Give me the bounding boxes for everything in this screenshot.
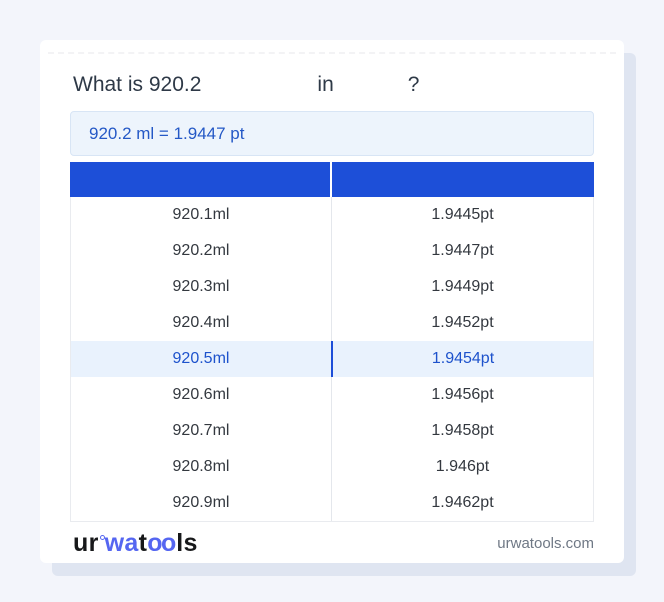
conversion-result-text: 920.2 ml = 1.9447 pt	[89, 123, 245, 143]
to-value-cell[interactable]: 1.9447pt	[431, 242, 494, 259]
to-value-cell[interactable]: 1.9454pt	[431, 350, 495, 367]
table-row[interactable]: 920.1ml 1.9445pt	[71, 197, 593, 233]
from-value-cell[interactable]: 920.9ml	[71, 485, 332, 521]
logo-part-oo: oo	[147, 528, 176, 557]
from-value-cell[interactable]: 920.2ml	[71, 233, 332, 269]
urwatools-logo[interactable]: ur watools	[73, 529, 198, 558]
table-row[interactable]: 920.5ml 1.9454pt	[71, 341, 593, 377]
card-footer: ur watools urwatools.com	[73, 526, 594, 560]
page-title: What is 920.2 in ?	[73, 73, 594, 97]
table-header-to-cell	[332, 162, 594, 197]
logo-ring-icon	[99, 534, 105, 540]
table-body: 920.1ml 1.9445pt 920.2ml 1.9447pt 920.3m…	[70, 197, 594, 522]
table-row[interactable]: 920.6ml 1.9456pt	[71, 377, 593, 413]
table-header	[70, 162, 594, 197]
table-row[interactable]: 920.2ml 1.9447pt	[71, 233, 593, 269]
to-value-cell[interactable]: 1.946pt	[435, 458, 490, 475]
table-row[interactable]: 920.9ml 1.9462pt	[71, 485, 593, 521]
logo-part-ur: ur	[73, 528, 99, 557]
title-connector: in	[317, 73, 334, 96]
to-value-cell[interactable]: 1.9452pt	[431, 314, 494, 331]
top-dashed-divider	[48, 52, 616, 54]
table-row[interactable]: 920.3ml 1.9449pt	[71, 269, 593, 305]
site-url: urwatools.com	[497, 534, 594, 552]
to-value-cell[interactable]: 1.9445pt	[431, 206, 494, 223]
title-question-prefix: What is 920.2	[73, 73, 202, 96]
table-row[interactable]: 920.4ml 1.9452pt	[71, 305, 593, 341]
from-value-cell[interactable]: 920.4ml	[71, 305, 332, 341]
table-header-from-cell	[70, 162, 332, 197]
from-value-cell[interactable]: 920.5ml	[71, 341, 333, 377]
conversion-card: What is 920.2 in ? 920.2 ml = 1.9447 pt …	[40, 40, 624, 563]
to-value-cell[interactable]: 1.9462pt	[431, 494, 494, 511]
to-value-cell[interactable]: 1.9458pt	[431, 422, 494, 439]
logo-part-ls: ls	[176, 528, 198, 557]
title-question-mark: ?	[407, 73, 420, 96]
conversion-result-box: 920.2 ml = 1.9447 pt	[70, 111, 594, 156]
from-value-cell[interactable]: 920.6ml	[71, 377, 332, 413]
to-value-cell[interactable]: 1.9456pt	[431, 386, 494, 403]
logo-part-wa: wa	[104, 528, 139, 557]
table-row[interactable]: 920.7ml 1.9458pt	[71, 413, 593, 449]
from-value-cell[interactable]: 920.1ml	[71, 197, 332, 233]
from-value-cell[interactable]: 920.8ml	[71, 449, 332, 485]
logo-part-t: t	[138, 528, 148, 557]
missing-to-unit-placeholder	[334, 90, 408, 91]
from-value-cell[interactable]: 920.3ml	[71, 269, 332, 305]
conversion-table: 920.1ml 1.9445pt 920.2ml 1.9447pt 920.3m…	[70, 162, 594, 522]
missing-from-unit-placeholder	[201, 90, 317, 91]
from-value-cell[interactable]: 920.7ml	[71, 413, 332, 449]
table-row[interactable]: 920.8ml 1.946pt	[71, 449, 593, 485]
to-value-cell[interactable]: 1.9449pt	[431, 278, 494, 295]
